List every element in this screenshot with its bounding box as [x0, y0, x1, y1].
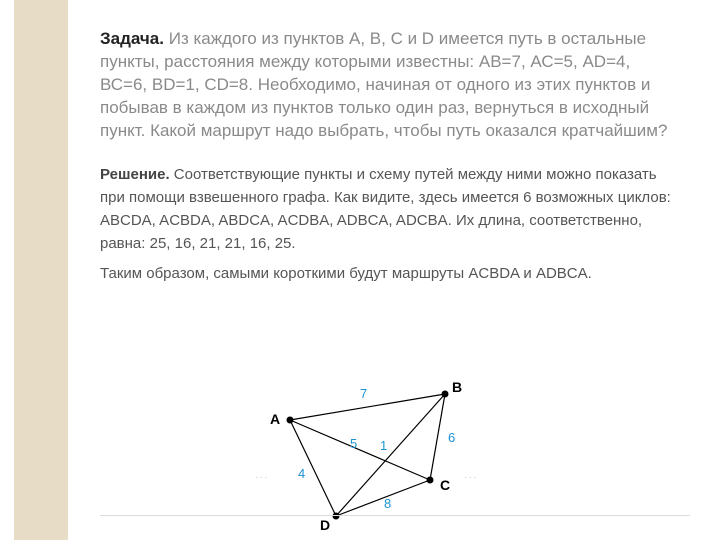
- node-label-B: B: [452, 379, 462, 395]
- solution-block: Решение. Соответствующие пункты и схему …: [100, 163, 680, 285]
- edge-B-C: [430, 394, 445, 480]
- footer-divider: [100, 515, 690, 516]
- edge-weight-A-B: 7: [360, 386, 367, 401]
- edge-weight-B-C: 6: [448, 430, 455, 445]
- svg-text:...: ...: [464, 470, 478, 481]
- edge-weight-A-D: 4: [298, 466, 305, 481]
- edge-A-B: [290, 394, 445, 420]
- task-block: Задача. Из каждого из пунктов А, В, С и …: [100, 28, 680, 143]
- node-C: [427, 477, 434, 484]
- edge-C-D: [336, 480, 430, 516]
- node-label-A: A: [270, 411, 280, 427]
- solution-text-1: Соответствующие пункты и схему путей меж…: [100, 166, 671, 253]
- solution-text-2: Таким образом, самыми короткими будут ма…: [100, 265, 592, 282]
- graph-diagram: ...... 7 5 4 6 1 8 A B C D: [250, 378, 490, 533]
- node-B: [442, 391, 449, 398]
- node-label-C: C: [440, 477, 450, 493]
- task-text: Из каждого из пунктов А, В, С и D имеетс…: [100, 29, 667, 140]
- node-label-D: D: [320, 517, 330, 533]
- node-D: [333, 513, 340, 520]
- svg-text:...: ...: [255, 470, 269, 481]
- solution-title: Решение.: [100, 166, 170, 183]
- edge-weight-A-C: 5: [350, 436, 357, 451]
- task-title: Задача.: [100, 29, 164, 48]
- edge-weight-B-D: 1: [380, 438, 387, 453]
- content-area: Задача. Из каждого из пунктов А, В, С и …: [100, 28, 680, 285]
- edge-A-C: [290, 420, 430, 480]
- edge-A-D: [290, 420, 336, 516]
- edge-weight-C-D: 8: [384, 496, 391, 511]
- decorative-left-strip: [14, 0, 68, 540]
- node-A: [287, 417, 294, 424]
